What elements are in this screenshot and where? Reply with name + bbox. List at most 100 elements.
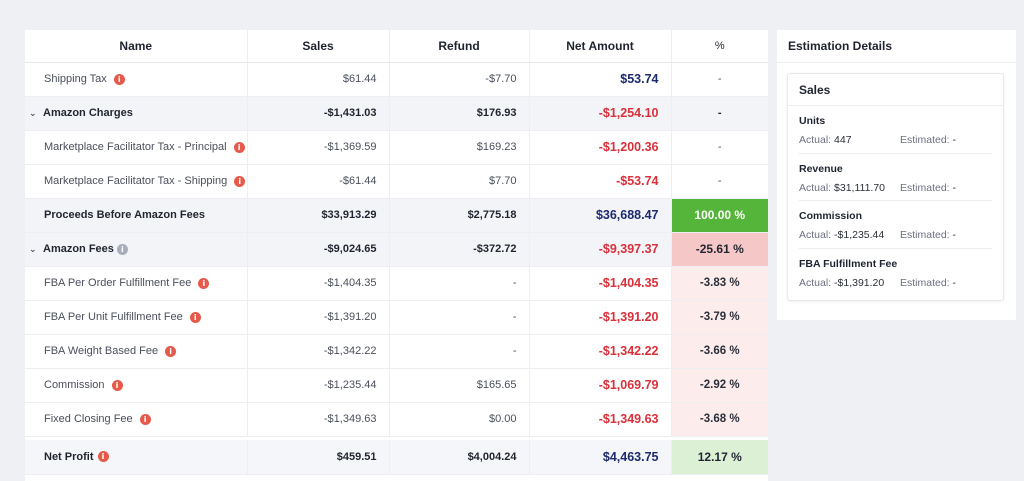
metric-commission: Commission Actual: -$1,235.44 Estimated:… [799,201,992,249]
actual-value: -$1,391.20 [834,276,885,289]
column-header-refund[interactable]: Refund [389,30,530,63]
table-row-mft-shipping: Marketplace Facilitator Tax - Shipping i … [25,164,768,199]
estimated-label: Estimated: [900,134,950,146]
sales-cell: -$61.44 [247,164,390,199]
net-amount-cell: -$1,069.79 [529,368,672,403]
sales-cell: $459.51 [247,440,390,475]
refund-cell: $165.65 [389,368,530,403]
info-icon[interactable]: i [234,175,246,187]
metric-name: Revenue [799,162,843,175]
sales-cell: -$1,404.35 [247,266,390,301]
estimation-details-title: Estimation Details [777,30,1016,63]
estimation-details-panel: Estimation Details Sales Units Actual: 4… [777,30,1016,320]
actual-value: $31,111.70 [834,181,886,194]
column-header-percent[interactable]: % [671,30,768,63]
actual-label: Actual: [799,229,832,241]
refund-cell: $176.93 [389,96,530,131]
metric-units: Units Actual: 447 Estimated: - [799,106,992,154]
sales-cell: -$1,431.03 [247,96,390,131]
row-label: Fixed Closing Fee [44,413,133,425]
info-icon[interactable]: i [97,451,109,463]
table-row-fba-weight-based: FBA Weight Based Fee i -$1,342.22 - -$1,3… [25,334,768,369]
net-amount-cell: -$9,397.37 [529,232,672,267]
row-label: Amazon Fees [43,243,114,255]
percent-cell: -25.61 % [671,232,768,267]
table-row-amazon-charges[interactable]: ⌄ Amazon Charges -$1,431.03 $176.93 -$1,2… [25,96,768,131]
row-label: Proceeds Before Amazon Fees [25,198,248,233]
net-amount-cell: -$1,254.10 [529,96,672,131]
row-label: FBA Per Order Fulfillment Fee [44,277,192,289]
net-amount-cell: $4,463.75 [529,440,672,475]
percent-cell: 100.00 % [671,198,768,233]
metric-name: FBA Fulfillment Fee [799,257,898,270]
info-icon[interactable]: i [113,73,125,85]
table-header-row: Name Sales Refund Net Amount % [25,30,768,63]
actual-value: 447 [834,134,852,146]
refund-cell: $4,004.24 [389,440,530,475]
sales-cell: -$1,369.59 [247,130,390,165]
net-amount-cell: -$1,342.22 [529,334,672,369]
actual-label: Actual: [799,134,832,146]
metric-name: Commission [799,210,863,222]
table-row-fba-per-unit: FBA Per Unit Fulfillment Fee i -$1,391.20… [25,300,768,335]
actual-label: Actual: [799,276,832,289]
refund-cell: - [389,300,530,335]
percent-cell: -3.83 % [671,266,768,301]
sales-cell: -$9,024.65 [247,232,390,267]
table-row-shipping-tax: Shipping Tax i $61.44 -$7.70 $53.74 - [25,62,768,97]
net-amount-cell: -$53.74 [529,164,672,199]
percent-cell: -3.79 % [671,300,768,335]
metric-name: Units [799,115,826,127]
estimated-value: - [952,229,957,241]
row-label: Net Profit [44,450,94,463]
percent-cell: 12.17 % [671,440,768,475]
table-row-fixed-closing-fee: Fixed Closing Fee i -$1,349.63 $0.00 -$1,… [25,402,768,437]
net-amount-cell: -$1,200.36 [529,130,672,165]
row-label: Marketplace Facilitator Tax - Principal [44,141,227,153]
row-label: Shipping Tax [44,73,107,85]
net-amount-cell: -$1,349.63 [529,402,672,437]
net-amount-cell: -$1,391.20 [529,300,672,335]
sales-cell: $33,913.29 [247,198,390,233]
info-icon[interactable]: i [198,277,210,289]
chevron-down-icon[interactable]: ⌄ [29,245,37,255]
column-header-net-amount[interactable]: Net Amount [529,30,672,63]
estimated-label: Estimated: [900,276,950,289]
percent-cell: - [671,62,768,97]
info-icon[interactable]: i [233,141,245,153]
percent-cell: - [671,164,768,199]
info-icon[interactable]: i [116,243,128,255]
column-header-sales[interactable]: Sales [247,30,390,63]
info-icon[interactable]: i [165,345,177,357]
sales-cell: -$1,349.63 [247,402,390,437]
table-row-net-profit: Net Profit i $459.51 $4,004.24 $4,463.75 … [25,440,768,475]
estimated-label: Estimated: [900,181,950,194]
info-icon[interactable]: i [111,379,123,391]
refund-cell: $2,775.18 [389,198,530,233]
info-icon[interactable]: i [189,311,201,323]
estimated-value: - [952,134,957,146]
net-amount-cell: $36,688.47 [529,198,672,233]
profit-breakdown-table: Name Sales Refund Net Amount % Shipping … [25,30,768,481]
table-row-mft-principal: Marketplace Facilitator Tax - Principal i… [25,130,768,165]
refund-cell: $0.00 [389,402,530,437]
percent-cell: -2.92 % [671,368,768,403]
table-row-commission: Commission i -$1,235.44 $165.65 -$1,069.7… [25,368,768,403]
row-label: Marketplace Facilitator Tax - Shipping [44,175,228,187]
row-label: FBA Per Unit Fulfillment Fee [44,311,183,323]
row-label: Amazon Charges [43,107,133,119]
sales-estimation-card: Sales Units Actual: 447 Estimated: - Rev… [787,73,1004,301]
table-row-amazon-fees[interactable]: ⌄ Amazon Fees i -$9,024.65 -$372.72 -$9,39… [25,232,768,267]
refund-cell: $7.70 [389,164,530,199]
column-header-name[interactable]: Name [25,30,248,63]
refund-cell: -$372.72 [389,232,530,267]
chevron-down-icon[interactable]: ⌄ [29,109,37,119]
percent-cell: -3.68 % [671,402,768,437]
metric-revenue: Revenue Actual: $31,111.70 Estimated: - [799,154,992,201]
percent-cell: - [671,130,768,165]
metric-fba-fulfillment-fee: FBA Fulfillment Fee Actual: -$1,391.20 E… [799,249,992,297]
sales-section-title: Sales [788,74,1003,106]
info-icon[interactable]: i [139,413,151,425]
percent-cell: -3.66 % [671,334,768,369]
sales-cell: -$1,391.20 [247,300,390,335]
